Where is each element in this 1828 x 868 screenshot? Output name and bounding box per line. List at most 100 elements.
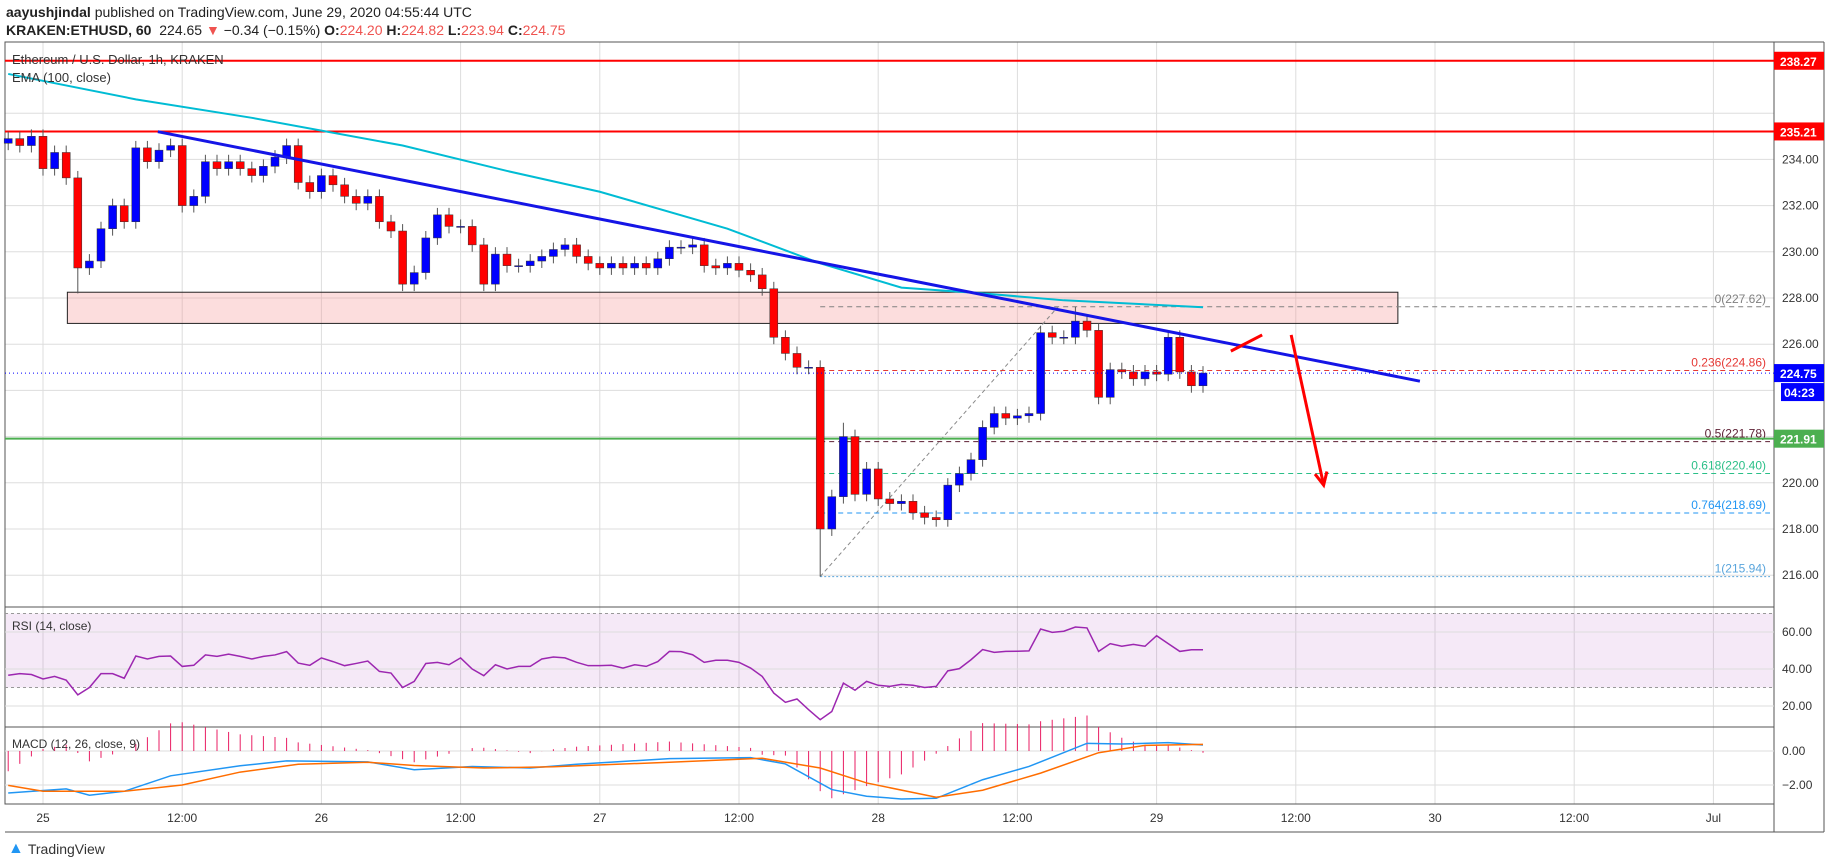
y-tick-label: 234.00 (1782, 152, 1819, 166)
candle (421, 231, 431, 280)
candle-body (978, 427, 987, 460)
y-tick-label: 226.00 (1782, 337, 1819, 351)
candle-body (154, 149, 164, 162)
macd-line (8, 741, 1204, 800)
candle (154, 143, 164, 169)
arrow-head-icon (1313, 471, 1329, 489)
candle (259, 159, 268, 183)
y-tick-label: 216.00 (1782, 568, 1819, 582)
y-tick-label: 220.00 (1782, 476, 1819, 490)
chart-title: Ethereum / U.S. Dollar, 1h, KRAKEN (12, 52, 224, 67)
price-label-box (1774, 429, 1824, 448)
candle (247, 161, 257, 183)
x-tick-label: 28 (872, 811, 886, 825)
rsi-tick-label: 40.00 (1782, 662, 1812, 676)
candle-body (1082, 320, 1092, 331)
candle (665, 240, 674, 266)
candle (1013, 408, 1022, 426)
candle (1187, 364, 1196, 393)
candle-body (792, 353, 802, 368)
candle-body (491, 253, 500, 285)
candle-body (1047, 332, 1057, 338)
candle-body (676, 246, 686, 249)
candle (456, 219, 465, 234)
candle (699, 237, 709, 273)
candle-body (1140, 371, 1150, 380)
candle-body (873, 468, 883, 500)
candle (1129, 364, 1138, 386)
candle (966, 452, 976, 481)
price-label: 221.91 (1780, 433, 1817, 447)
candle (386, 214, 396, 238)
macd-histogram (7, 715, 1204, 799)
candle-body (583, 256, 593, 264)
candle-body (1198, 372, 1208, 387)
pane-border-0 (4, 41, 1775, 608)
candles (3, 129, 1208, 577)
candle-body (1105, 369, 1115, 398)
low-label: L: (447, 22, 462, 38)
fib-label: 0.764(218.69) (1691, 498, 1766, 512)
candle (641, 256, 651, 275)
logo-text: TradingView (27, 841, 105, 857)
candle (375, 189, 384, 229)
low-value: 223.94 (461, 22, 504, 38)
candle-body (734, 263, 744, 271)
fib-label: 1(215.94) (1715, 562, 1766, 576)
candle (201, 154, 210, 204)
candle-body (1071, 320, 1080, 338)
candle-body (850, 436, 860, 495)
open-value: 224.20 (339, 22, 383, 38)
x-tick-label: 12:00 (1559, 811, 1589, 825)
rsi-band (6, 613, 1773, 688)
candle (143, 140, 152, 169)
candle (1140, 364, 1150, 386)
tradingview-logo[interactable]: ▲ TradingView (8, 840, 105, 858)
candle-body (340, 184, 349, 197)
ema-label: EMA (100, close) (12, 70, 111, 85)
author[interactable]: aayushjindal (6, 4, 91, 20)
candle-body (723, 263, 732, 269)
candle (746, 263, 755, 282)
candle (27, 129, 36, 153)
candle (328, 168, 338, 192)
descending-trendline (157, 130, 1421, 383)
candle (409, 265, 419, 292)
candle (502, 247, 512, 273)
candle-body (897, 501, 906, 504)
candle (583, 249, 593, 271)
last-price: 224.65 (159, 22, 203, 38)
countdown-box (1781, 383, 1824, 402)
candle-body (549, 249, 558, 257)
candle-body (1024, 413, 1034, 417)
candle (15, 131, 25, 153)
x-tick-label: 12:00 (446, 811, 476, 825)
candle (781, 330, 790, 361)
macd-label: MACD (12, 26, close, 9) (12, 737, 140, 751)
candle-body (479, 244, 489, 285)
tradingview-logo-icon: ▲ (8, 840, 24, 857)
candle (282, 138, 291, 165)
candle (885, 492, 895, 511)
candle-body (328, 175, 338, 186)
candle-body (502, 253, 512, 266)
candle (711, 258, 721, 275)
candle (363, 189, 373, 211)
fib-label: 0.5(221.78) (1705, 427, 1766, 441)
candle (897, 494, 906, 511)
candle (607, 256, 616, 275)
candle-body (1175, 337, 1185, 373)
candle-body (444, 214, 454, 227)
candle-body (839, 436, 848, 497)
macd-tick-label: −2.00 (1782, 778, 1813, 792)
rsi-tick-label: 60.00 (1782, 625, 1812, 639)
candle-body (433, 214, 442, 239)
candle (224, 154, 233, 176)
ema-100-line (8, 72, 1204, 309)
rsi-label: RSI (14, close) (12, 619, 91, 633)
candle-body (908, 501, 918, 514)
candle (1082, 314, 1092, 338)
candle (815, 360, 825, 577)
